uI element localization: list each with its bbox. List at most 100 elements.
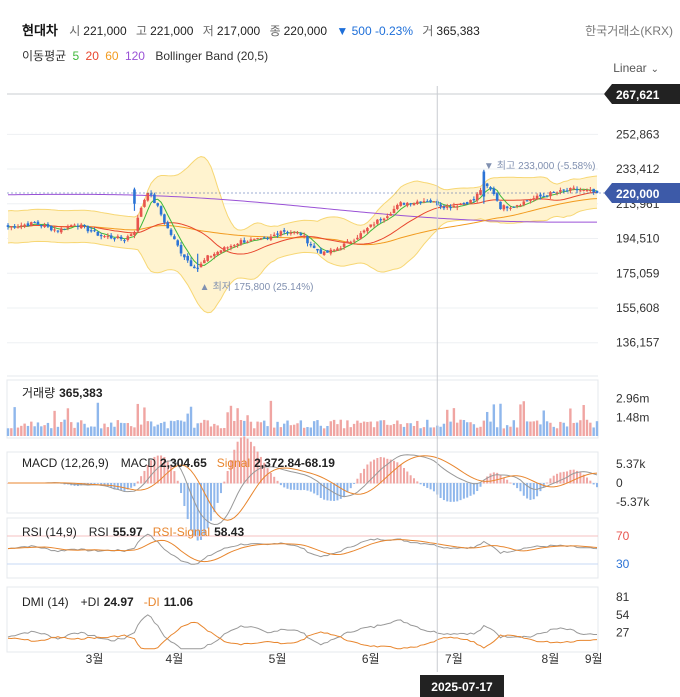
volume-bar	[299, 420, 303, 436]
macd-histogram-bar	[526, 483, 529, 499]
macd-histogram-bar	[532, 483, 535, 500]
ma-20[interactable]: 20	[85, 49, 99, 63]
macd-histogram-bar	[353, 483, 356, 484]
macd-histogram-bar	[412, 478, 415, 484]
volume-bar	[259, 422, 263, 436]
candle	[575, 188, 579, 191]
candle	[465, 202, 469, 205]
max-candle	[482, 171, 486, 197]
candle	[186, 255, 189, 261]
macd-histogram-bar	[183, 483, 186, 507]
volume-bar	[562, 422, 565, 436]
rsi-title: RSI (14,9) RSI 55.97 RSI-Signal 58.43	[22, 525, 244, 539]
candle	[402, 202, 406, 205]
candle	[362, 230, 366, 233]
volume-bar	[326, 425, 329, 436]
volume-bar	[282, 423, 286, 436]
volume-bar	[525, 421, 529, 436]
ohlc-header: 현대차 시 221,000 고 221,000 저 217,000 종 220,000 …	[22, 20, 486, 39]
macd-histogram-bar	[289, 483, 292, 490]
candle	[565, 190, 569, 192]
ma-5-line	[7, 187, 598, 266]
macd-histogram-bar	[130, 483, 133, 488]
volume-bar	[386, 424, 389, 436]
ma-20-line	[7, 191, 598, 255]
volume-bar	[456, 422, 459, 436]
volume-bar	[179, 420, 183, 436]
macd-histogram-bar	[519, 483, 522, 492]
scale-toggle[interactable]: Linear ⌄	[613, 61, 659, 75]
high-value: 221,000	[150, 24, 194, 38]
candle	[76, 225, 80, 227]
candle	[389, 213, 392, 216]
volume-bar	[416, 420, 419, 436]
last-price-badge	[604, 183, 680, 203]
macd-histogram-bar	[579, 472, 582, 484]
candle	[349, 241, 353, 243]
rsi-title-label: RSI (14,9)	[22, 525, 77, 539]
price-tick-label: 155,608	[616, 301, 660, 315]
candle	[532, 198, 536, 200]
ma-5[interactable]: 5	[72, 49, 80, 63]
macd-histogram-bar	[319, 483, 322, 498]
candle	[475, 193, 479, 201]
max-price-text: 233,000 (-5.58%)	[518, 161, 595, 172]
candle	[123, 240, 126, 242]
price-tick-label: 252,863	[616, 127, 660, 141]
candle	[316, 248, 319, 251]
ma-120[interactable]: 120	[124, 49, 145, 63]
candle	[266, 238, 269, 240]
volume-bar	[302, 427, 306, 436]
volume-bar	[502, 428, 506, 436]
candle	[209, 256, 213, 258]
volume-bar	[23, 423, 26, 436]
bollinger-upper-line	[7, 156, 598, 231]
candle	[89, 230, 93, 232]
macd-histogram-bar	[170, 465, 173, 484]
macd-histogram-bar	[499, 475, 502, 484]
macd-histogram-bar	[522, 483, 525, 496]
volume-bar	[515, 427, 519, 436]
volume-bar	[199, 422, 203, 436]
candle	[455, 206, 459, 208]
candle	[562, 189, 566, 191]
volume-bar	[489, 421, 492, 436]
volume-bar	[372, 427, 376, 436]
volume-bar	[93, 426, 96, 436]
macd-histogram-bar	[489, 473, 492, 484]
candle	[236, 243, 239, 246]
candle	[133, 231, 136, 236]
candle	[43, 225, 46, 228]
candle	[189, 260, 193, 267]
volume-bar	[159, 423, 163, 436]
macd-signal-name: Signal	[217, 456, 250, 470]
volume-bar	[33, 426, 36, 436]
volume-bar	[322, 428, 326, 436]
volume-bar	[236, 408, 239, 436]
volume-bar	[246, 415, 249, 436]
ma-60[interactable]: 60	[105, 49, 119, 63]
ma-120-line	[7, 193, 598, 223]
macd-histogram-bar	[552, 475, 555, 484]
volume-bar	[339, 419, 342, 436]
low-value: 217,000	[216, 24, 261, 38]
macd-histogram-bar	[546, 482, 549, 484]
volume-bar	[402, 426, 406, 436]
volume-bar	[589, 422, 592, 436]
volume-bar	[529, 421, 532, 436]
volume-bar	[106, 427, 110, 436]
macd-histogram-bar	[393, 460, 396, 484]
bollinger-label[interactable]: Bollinger Band (20,5)	[155, 49, 269, 63]
macd-histogram-bar	[143, 470, 146, 484]
volume-bar	[99, 428, 103, 436]
volume-bar	[229, 405, 233, 436]
rsi-tick-label: 70	[616, 529, 630, 543]
volume-bar	[359, 422, 362, 436]
candle	[66, 225, 70, 229]
volume-bar	[406, 423, 409, 436]
macd-histogram-bar	[383, 457, 386, 484]
candle	[226, 247, 229, 249]
x-tick-label: 8월	[542, 652, 560, 666]
macd-histogram-bar	[339, 483, 342, 499]
